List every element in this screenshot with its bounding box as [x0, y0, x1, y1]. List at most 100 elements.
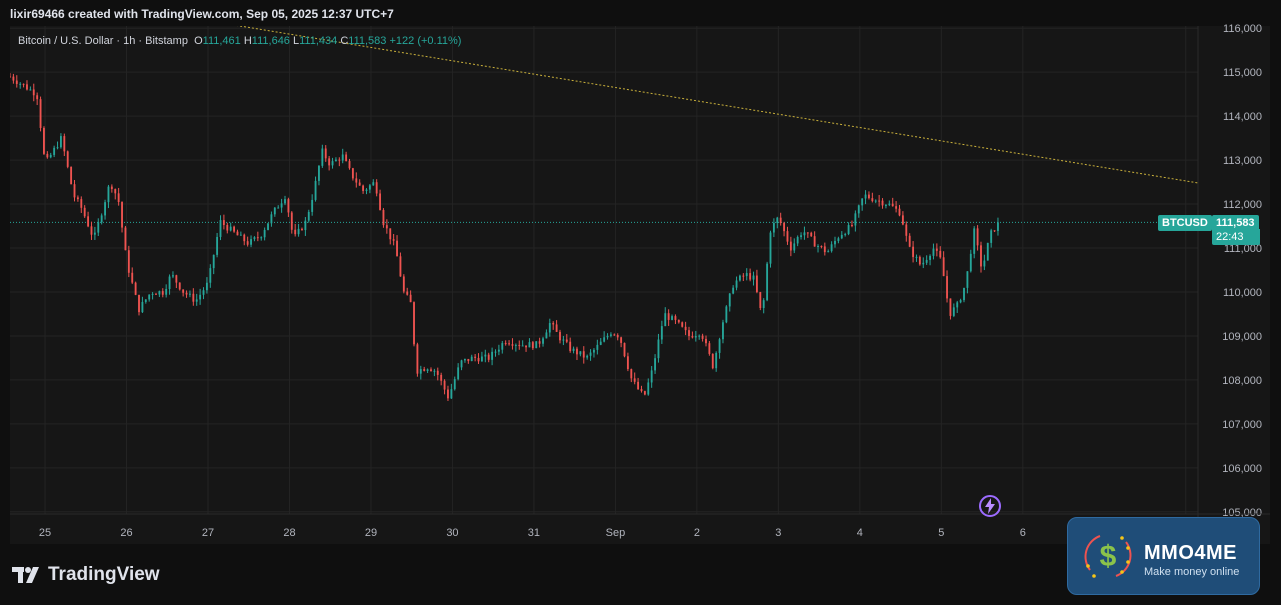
y-tick-label: 106,000: [1222, 463, 1262, 475]
candle-body: [26, 84, 28, 90]
candle-body: [912, 246, 915, 258]
candle-body: [701, 335, 704, 339]
candle-body: [155, 293, 157, 295]
candle-body: [582, 351, 585, 358]
candle-body: [185, 292, 188, 295]
candle-body: [990, 230, 993, 243]
candle-body: [392, 239, 395, 241]
dollar-logo-icon: $: [1084, 535, 1132, 578]
candle-body: [874, 200, 877, 202]
candle-body: [722, 322, 724, 340]
candle-body: [66, 151, 69, 167]
candle-body: [640, 389, 643, 392]
bar-countdown-badge: 22:43: [1212, 229, 1260, 245]
x-tick-label: 30: [446, 527, 458, 539]
candle-body: [216, 236, 219, 255]
candle-body: [494, 351, 497, 353]
candle-body: [796, 236, 799, 244]
candle-body: [908, 235, 911, 247]
candle-body: [256, 237, 259, 239]
candle-body: [559, 331, 561, 341]
candle-body: [518, 344, 521, 346]
candle-body: [535, 341, 538, 349]
candle-body: [287, 199, 290, 213]
candle-body: [531, 342, 534, 349]
candle-body: [56, 147, 59, 149]
candle-body: [884, 204, 887, 206]
candle-body: [294, 229, 297, 235]
x-tick-label: 5: [938, 527, 944, 539]
candle-body: [514, 344, 517, 346]
candle-body: [39, 99, 42, 128]
lightning-icon[interactable]: [977, 493, 1003, 519]
candle-body: [868, 194, 870, 199]
candle-body: [664, 313, 667, 327]
candle-body: [745, 273, 748, 277]
candle-body: [830, 244, 833, 252]
candle-body: [878, 200, 881, 202]
candle-body: [620, 337, 623, 343]
candle-body: [932, 248, 935, 256]
candle-body: [657, 339, 660, 359]
candle-body: [10, 76, 11, 78]
candle-body: [253, 237, 256, 240]
candle-body: [263, 229, 266, 238]
candle-body: [226, 225, 229, 231]
candle-body: [939, 250, 942, 258]
y-tick-label: 111,000: [1224, 243, 1262, 255]
candle-body: [705, 338, 707, 344]
candle-body: [844, 234, 847, 236]
candle-body: [599, 341, 602, 345]
candle-body: [416, 344, 419, 374]
candle-body: [810, 232, 813, 237]
candle-body: [73, 184, 76, 198]
candle-body: [487, 354, 490, 360]
candle-body: [134, 282, 137, 295]
candle-body: [654, 358, 656, 371]
candle-body: [572, 348, 575, 351]
candle-body: [898, 208, 901, 216]
candle-body: [59, 136, 62, 148]
candle-body: [172, 275, 174, 277]
candle-body: [776, 217, 779, 224]
candle-body: [997, 222, 999, 231]
candle-body: [643, 391, 646, 395]
candle-body: [49, 154, 52, 158]
candle-body: [399, 256, 402, 277]
candle-body: [589, 352, 592, 356]
low-value: 111,434: [299, 35, 338, 47]
y-tick-label: 116,000: [1223, 23, 1262, 35]
candle-body: [576, 348, 578, 355]
x-tick-label: 29: [365, 527, 377, 539]
candle-body: [942, 257, 945, 277]
candle-body: [402, 276, 405, 292]
candle-body: [508, 343, 511, 345]
candle-body: [178, 282, 181, 290]
y-tick-label: 115,000: [1223, 67, 1262, 79]
x-tick-label: Sep: [606, 527, 626, 539]
candle-body: [355, 178, 358, 183]
candle-body: [311, 199, 314, 212]
candle-body: [423, 369, 426, 371]
candle-body: [243, 234, 246, 242]
candle-body: [385, 225, 388, 229]
candle-body: [365, 189, 368, 191]
candle-body: [477, 357, 480, 362]
candle-body: [450, 389, 453, 399]
plot-area: [10, 26, 1198, 401]
candle-body: [918, 256, 921, 265]
candle-body: [851, 225, 853, 227]
candle-body: [382, 209, 385, 226]
candle-body: [871, 198, 874, 202]
candle-body: [633, 378, 636, 382]
tradingview-brand[interactable]: TradingView: [12, 564, 160, 586]
candle-body: [436, 370, 439, 375]
candle-body: [192, 293, 195, 302]
candle-body: [409, 294, 412, 303]
candle-body: [124, 227, 127, 251]
candle-body: [229, 226, 232, 231]
candle-body: [922, 262, 925, 265]
close-label: C: [340, 35, 349, 47]
candle-body: [935, 248, 938, 251]
